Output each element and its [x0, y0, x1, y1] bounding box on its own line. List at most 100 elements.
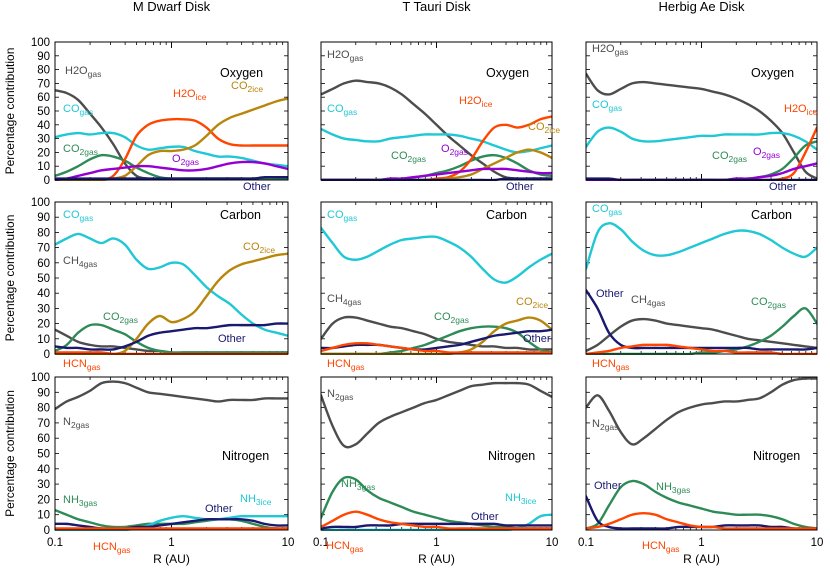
series-label-co2-ice: CO2ice: [528, 121, 560, 135]
series-label-co-gas: COgas: [63, 103, 93, 117]
y-tick-label: 50: [37, 106, 50, 118]
series-label-co2-ice: CO2ice: [231, 80, 263, 94]
panel-oxygen-0: 0102030405060708090100OxygenH2OgasCOgasC…: [31, 37, 289, 193]
y-tick-label: 70: [37, 78, 50, 90]
y-tick-label: 60: [37, 258, 50, 270]
series-label-other: Other: [243, 181, 271, 193]
series-label-h2o-gas: H2Ogas: [65, 65, 101, 79]
y-tick-label: 30: [37, 303, 50, 315]
series-label-other: Other: [596, 288, 624, 300]
panel-title: Carbon: [751, 208, 792, 222]
series-line-ch4-gas: [321, 315, 552, 351]
panel-oxygen-1: Oxygen H2Ogas COgas CO2gas H2Oice CO2ice O2gas…: [320, 41, 560, 193]
series-line-co-gas: [55, 131, 288, 168]
plot-frame: [320, 376, 553, 531]
y-tick-label: 30: [37, 479, 50, 491]
plot-frame: [585, 41, 818, 181]
plot-frame: [585, 376, 818, 531]
y-tick-label: 70: [37, 243, 50, 255]
series-line-co-gas: [586, 222, 817, 271]
x-tick-label: 10: [282, 537, 295, 549]
series-label-co-gas: COgas: [63, 209, 93, 223]
series-label-h2o-gas: H2Ogas: [592, 43, 628, 57]
y-tick-label: 90: [37, 51, 50, 63]
series-line-co-gas: [321, 127, 552, 154]
series-label-h2o-ice: H2Oice: [784, 103, 818, 117]
series-line-nh3-gas: [586, 479, 817, 530]
series-label-co2-ice: CO2ice: [516, 296, 548, 310]
y-tick-label: 70: [37, 418, 50, 430]
series-line-co-gas: [586, 126, 817, 151]
series-label-co2-gas: CO2gas: [391, 150, 426, 164]
panel-nitrogen-1: 0.1 1 10 Nitrogen N2gas NH3gas NH3ice Other HCNg…: [313, 376, 559, 554]
y-tick-label: 60: [37, 433, 50, 445]
x-tick-label: 0.1: [313, 537, 329, 549]
series-label-co2-gas: CO2gas: [103, 311, 138, 325]
series-label-co-gas: COgas: [592, 203, 622, 217]
x-tick-label: 1: [433, 537, 439, 549]
panel-title: Nitrogen: [753, 449, 800, 463]
series-line-other: [321, 522, 552, 530]
series-label-n2-gas: N2gas: [592, 418, 618, 432]
y-tick-label: 100: [31, 37, 50, 49]
y-tick-label: 0: [44, 525, 50, 537]
x-tick-label: 1: [698, 537, 704, 549]
series-label-co2-gas: CO2gas: [712, 150, 747, 164]
y-tick-label: 80: [37, 403, 50, 415]
series-line-o2-gas: [55, 160, 288, 181]
x-tick-label: 10: [811, 537, 824, 549]
series-label-hcn-gas: HCNgas: [592, 358, 630, 372]
panel-title: Oxygen: [486, 66, 529, 80]
y-tick-label: 90: [37, 212, 50, 224]
series-label-co-gas: COgas: [327, 103, 357, 117]
series-label-nh3-ice: NH3ice: [240, 493, 272, 507]
panel-title: Nitrogen: [222, 449, 269, 463]
series-line-other: [321, 328, 552, 351]
series-label-hcn-gas: HCNgas: [326, 540, 364, 554]
series-label-n2-gas: N2gas: [63, 416, 89, 430]
y-axis-label-2: Percentage contribution: [3, 390, 17, 517]
y-tick-label: 20: [37, 494, 50, 506]
series-label-co2-ice: CO2ice: [243, 241, 275, 255]
y-tick-label: 10: [37, 161, 50, 173]
y-tick-label: 40: [37, 464, 50, 476]
series-label-nh3-gas: NH3gas: [656, 481, 690, 495]
column-title-1: T Tauri Disk: [402, 0, 471, 14]
series-line-n2-gas: [321, 381, 552, 449]
y-tick-label: 80: [37, 227, 50, 239]
series-label-nh3-gas: NH3gas: [341, 478, 375, 492]
series-line-other: [55, 175, 288, 180]
panel-title: Nitrogen: [488, 449, 535, 463]
x-tick-label: 1: [168, 537, 174, 549]
y-tick-label: 40: [37, 288, 50, 300]
y-tick-label: 20: [37, 147, 50, 159]
series-label-ch4-gas: CH4gas: [63, 255, 97, 269]
panel-title: Carbon: [220, 208, 261, 222]
panel-carbon-1: Carbon COgas CH4gas CO2gas CO2ice Other HCNgas: [320, 201, 553, 372]
panel-oxygen-2: Oxygen H2Ogas COgas CO2gas H2Oice O2gas Other: [585, 41, 818, 193]
y-tick-label: 80: [37, 65, 50, 77]
series-label-ch4-gas: CH4gas: [327, 293, 361, 307]
series-label-other: Other: [218, 333, 246, 345]
series-label-h2o-gas: H2Ogas: [327, 49, 363, 63]
series-label-other: Other: [471, 511, 499, 523]
series-label-hcn-gas: HCNgas: [93, 541, 131, 555]
plot-frame: [320, 201, 553, 355]
series-label-nh3-ice: NH3ice: [505, 492, 537, 506]
x-tick-label: 0.1: [578, 537, 594, 549]
series-line-hcn-gas: [321, 341, 552, 354]
series-label-other: Other: [523, 333, 551, 345]
y-tick-label: 50: [37, 273, 50, 285]
series-label-hcn-gas: HCNgas: [642, 540, 680, 554]
series-label-other: Other: [205, 503, 233, 515]
series-line-hcn-gas: [321, 510, 552, 530]
x-tick-label: 10: [546, 537, 559, 549]
y-axis-label-1: Percentage contribution: [3, 215, 17, 342]
y-tick-label: 20: [37, 319, 50, 331]
series-label-co-gas: COgas: [327, 209, 357, 223]
series-line-other: [55, 322, 288, 351]
y-tick-label: 10: [37, 334, 50, 346]
series-line-n2-gas: [55, 380, 288, 411]
series-label-o2-gas: O2gas: [172, 153, 199, 167]
y-tick-label: 100: [31, 372, 50, 384]
